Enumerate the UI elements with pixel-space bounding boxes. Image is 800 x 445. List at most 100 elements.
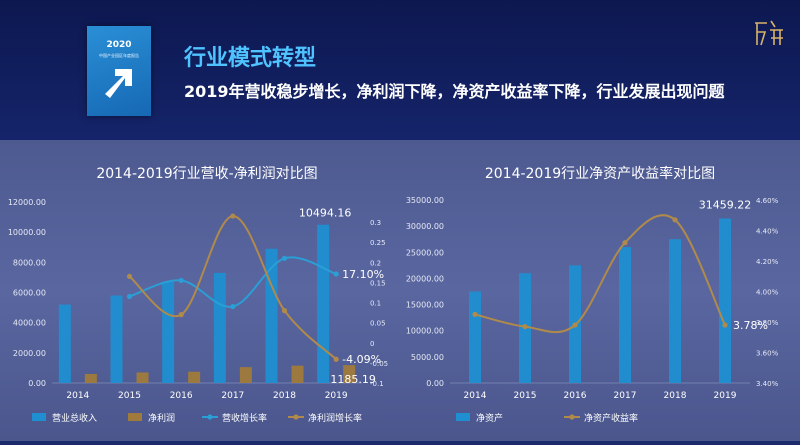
data-label: 10494.16 — [299, 207, 352, 220]
bar — [188, 371, 201, 383]
header-banner: 2020 中国产业园区年度报告 行业模式转型 2019年营收稳步增长，净利润下降… — [0, 0, 800, 140]
series-line — [129, 256, 337, 308]
y-tick-label: 12000.00 — [8, 198, 46, 207]
legend-label: 营业总收入 — [52, 412, 97, 424]
line-point — [722, 322, 728, 328]
line-point — [622, 240, 628, 246]
bar — [719, 218, 731, 383]
bar — [469, 291, 481, 383]
line-point — [333, 356, 339, 362]
bar — [239, 367, 252, 383]
line-point — [672, 217, 678, 223]
arrow-up-right-icon — [105, 69, 132, 98]
line-point — [472, 311, 478, 317]
y2-tick-label: 3.40% — [756, 380, 779, 388]
bar — [265, 248, 278, 383]
y-tick-label: 5000.00 — [411, 353, 444, 362]
page-title: 行业模式转型 — [184, 46, 317, 71]
chart-title: 2014-2019行业营收-净利润对比图 — [96, 166, 317, 182]
series-line — [474, 214, 726, 334]
y-tick-label: 4000.00 — [13, 319, 46, 328]
x-tick-label: 2018 — [664, 391, 687, 401]
bar — [110, 295, 123, 383]
y-tick-label: 35000.00 — [406, 196, 444, 205]
bar — [136, 372, 149, 383]
x-tick-label: 2018 — [273, 391, 296, 401]
y-tick-label: 15000.00 — [406, 301, 444, 310]
y-tick-label: 25000.00 — [406, 248, 444, 257]
legend-swatch — [32, 413, 46, 421]
x-tick-label: 2016 — [170, 391, 193, 401]
y2-tick-label: 0.3 — [370, 219, 381, 227]
line-point — [178, 277, 184, 284]
cover-subtitle: 中国产业园区年度报告 — [99, 53, 139, 58]
bar — [317, 224, 330, 383]
line-point — [126, 293, 133, 300]
line-point — [281, 255, 288, 261]
x-tick-label: 2014 — [464, 391, 487, 401]
x-tick-label: 2019 — [714, 391, 737, 401]
y2-tick-label: 0.1 — [370, 300, 381, 308]
x-tick-label: 2014 — [66, 391, 89, 401]
y-tick-label: 2000.00 — [13, 349, 46, 358]
y2-tick-label: 4.00% — [756, 289, 779, 297]
data-label: 31459.22 — [699, 199, 752, 212]
legend-swatch — [293, 414, 299, 420]
revenue-profit-chart: 2014-2019行业营收-净利润对比图 0.00 2000.00 4000.00 60… — [8, 166, 388, 424]
bar — [291, 365, 304, 383]
report-cover: 2020 中国产业园区年度报告 — [87, 26, 151, 116]
bar — [343, 365, 356, 383]
y2-tick-label: 3.60% — [756, 350, 779, 358]
brand-logo-icon — [755, 20, 783, 46]
charts-panel: 2014-2019行业营收-净利润对比图 0.00 2000.00 4000.00 60… — [0, 140, 800, 441]
line-point — [178, 312, 184, 318]
x-tick-label: 2015 — [514, 391, 537, 401]
bar — [619, 247, 631, 383]
page-subtitle: 2019年营收稳步增长，净利润下降，净资产收益率下降，行业发展出现问题 — [184, 82, 725, 101]
y-tick-label: 8000.00 — [13, 258, 46, 267]
x-tick-label: 2017 — [221, 391, 244, 401]
y2-tick-label: 0 — [370, 340, 374, 348]
legend-label: 净资产收益率 — [584, 412, 638, 424]
line-point — [230, 303, 236, 310]
data-label: 3.78% — [733, 319, 768, 332]
roe-chart: 2014-2019行业净资产收益率对比图 0.00 5000.00 10000.00 1… — [406, 165, 779, 424]
cover-year: 2020 — [106, 40, 132, 50]
y2-tick-label: -0.05 — [370, 360, 388, 368]
legend-label: 净利润 — [148, 412, 175, 424]
y2-tick-label: 0.15 — [370, 279, 386, 287]
y2-tick-label: -0.1 — [370, 380, 384, 388]
legend-label: 净资产 — [476, 412, 503, 424]
data-label: 1185.19 — [330, 373, 376, 386]
y-tick-label: 10000.00 — [8, 228, 46, 237]
y-tick-label: 20000.00 — [406, 274, 444, 283]
bar — [84, 373, 97, 383]
line-point — [126, 273, 133, 280]
legend-label: 营收增长率 — [222, 412, 267, 424]
x-tick-label: 2019 — [325, 391, 348, 401]
line-point — [230, 213, 236, 219]
x-tick-label: 2016 — [564, 391, 587, 401]
bar — [669, 239, 681, 383]
y2-tick-label: 0.2 — [370, 259, 381, 267]
line-point — [281, 308, 288, 314]
chart-title: 2014-2019行业净资产收益率对比图 — [485, 165, 715, 182]
y2-tick-label: 0.25 — [370, 239, 386, 247]
line-point — [333, 271, 339, 277]
y2-tick-label: 4.40% — [756, 228, 779, 236]
bar — [213, 272, 226, 383]
y-tick-label: 6000.00 — [13, 289, 46, 298]
y-tick-label: 30000.00 — [406, 222, 444, 231]
bar — [162, 281, 175, 383]
y-tick-label: 0.00 — [28, 379, 46, 388]
x-tick-label: 2017 — [614, 391, 637, 401]
data-label: 17.10% — [342, 268, 384, 281]
line-point — [522, 323, 528, 330]
y2-tick-label: 4.60% — [756, 197, 779, 205]
y-tick-label: 10000.00 — [406, 327, 444, 336]
bar — [58, 304, 71, 383]
y-tick-label: 0.00 — [426, 379, 444, 388]
y2-tick-label: 0.05 — [370, 320, 386, 328]
series-line — [128, 215, 337, 360]
y2-tick-label: 3.80% — [756, 319, 779, 327]
